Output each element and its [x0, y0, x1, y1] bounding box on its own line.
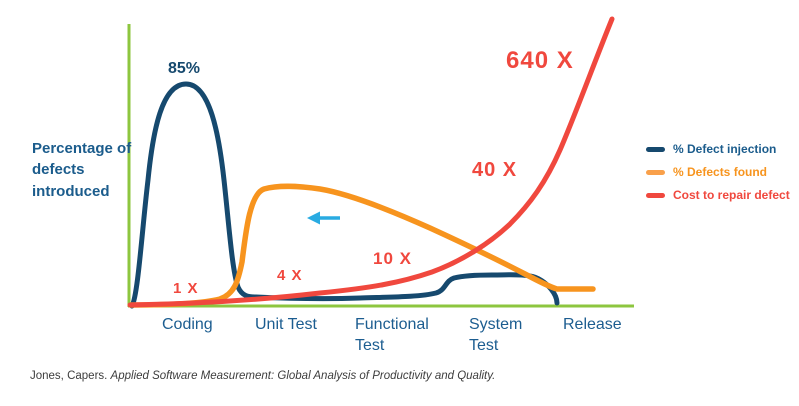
- citation-author: Jones, Capers.: [30, 370, 111, 382]
- legend-item-defects-found: % Defects found: [646, 165, 790, 179]
- x-label-system-test: System Test: [469, 316, 523, 355]
- defects-found-swatch-icon: [646, 169, 665, 175]
- legend-label: % Defect injection: [673, 142, 777, 156]
- x-label-coding: Coding: [162, 316, 213, 333]
- legend-label: % Defects found: [673, 165, 768, 179]
- x-label-functional-test: Functional Test: [355, 316, 429, 355]
- x-label-unit-test: Unit Test: [255, 316, 317, 333]
- legend: % Defect injection % Defects found Cost …: [646, 142, 790, 202]
- annotation-cost-640x: 640 X: [506, 47, 574, 74]
- left-arrow-icon: [307, 211, 340, 225]
- cost-to-repair-curve: [127, 16, 615, 308]
- cost-to-repair-swatch-icon: [646, 192, 665, 198]
- annotation-cost-1x: 1 X: [173, 280, 199, 297]
- y-axis-label: Percentage of defects introduced: [32, 140, 132, 200]
- legend-item-cost-to-repair: Cost to repair defect: [646, 188, 790, 202]
- annotation-cost-40x: 40 X: [472, 159, 518, 181]
- annotation-cost-10x: 10 X: [373, 249, 412, 268]
- citation-book-title: Applied Software Measurement: Global Ana…: [110, 370, 496, 382]
- defect-injection-swatch-icon: [646, 146, 665, 152]
- legend-item-defect-injection: % Defect injection: [646, 142, 790, 156]
- legend-label: Cost to repair defect: [673, 188, 790, 202]
- x-label-release: Release: [563, 316, 622, 333]
- annotation-85-percent: 85%: [168, 60, 201, 77]
- citation: Jones, Capers. Applied Software Measurem…: [30, 370, 495, 382]
- defects-found-curve: [128, 183, 596, 308]
- annotation-cost-4x: 4 X: [277, 267, 303, 284]
